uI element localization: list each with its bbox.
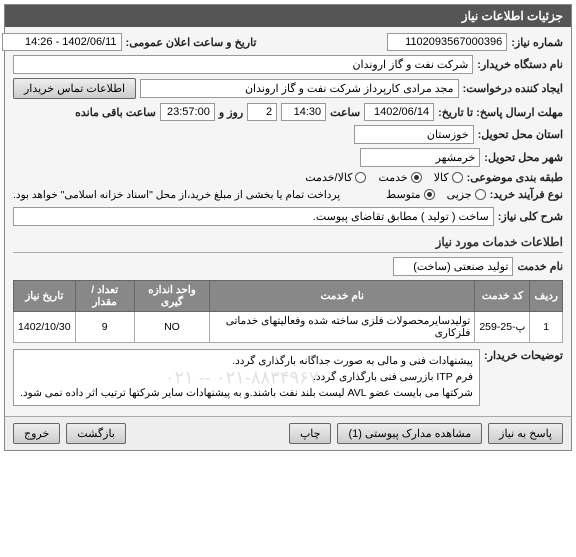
print-button[interactable]: چاپ xyxy=(289,423,332,444)
row-service-name: نام خدمت تولید صنعتی (ساخت) xyxy=(13,257,563,276)
requester-field: مجد مرادی کارپرداز شرکت نفت و گاز اروندا… xyxy=(140,79,459,98)
exit-button[interactable]: خروج xyxy=(13,423,60,444)
service-name-label: نام خدمت xyxy=(517,260,563,273)
buyer-notes-box: پیشنهادات فنی و مالی به صورت جداگانه بار… xyxy=(13,349,480,406)
requester-label: ایجاد کننده درخواست: xyxy=(463,82,563,95)
table-header-row: ردیف کد خدمت نام خدمت واحد اندازه گیری ت… xyxy=(14,281,563,312)
radio-small-label: جزیی xyxy=(447,188,472,201)
table-row: 1 پ-25-259 تولیدسایرمحصولات فلزی ساخته ش… xyxy=(14,312,563,343)
time-label-1: ساعت xyxy=(330,106,360,119)
announce-dt-label: تاریخ و ساعت اعلان عمومی: xyxy=(126,36,257,49)
th-unit: واحد اندازه گیری xyxy=(134,281,209,312)
row-purchase-type: نوع فرآیند خرید: جزیی متوسط پرداخت تمام … xyxy=(13,188,563,201)
days-label: روز و xyxy=(219,106,243,119)
row-requester: ایجاد کننده درخواست: مجد مرادی کارپرداز … xyxy=(13,78,563,99)
radio-both[interactable]: کالا/خدمت xyxy=(305,171,366,184)
radio-small[interactable]: جزیی xyxy=(447,188,486,201)
buyer-field: شرکت نفت و گاز اروندان xyxy=(13,55,473,74)
back-button[interactable]: بازگشت xyxy=(66,423,126,444)
panel-body: شماره نیاز: 1102093567000396 تاریخ و ساع… xyxy=(5,27,571,416)
need-no-label: شماره نیاز: xyxy=(511,36,563,49)
services-section-title: اطلاعات خدمات مورد نیاز xyxy=(13,232,563,253)
radio-service-label: خدمت xyxy=(378,171,407,184)
announce-dt-field: 1402/06/11 - 14:26 xyxy=(2,33,122,51)
td-qty: 9 xyxy=(75,312,134,343)
row-buyer: نام دستگاه خریدار: شرکت نفت و گاز اروندا… xyxy=(13,55,563,74)
row-buyer-notes: توضیحات خریدار: پیشنهادات فنی و مالی به … xyxy=(13,349,563,406)
td-name: تولیدسایرمحصولات فلزی ساخته شده وفعالیته… xyxy=(210,312,475,343)
th-date: تاریخ نیاز xyxy=(14,281,76,312)
radio-icon xyxy=(355,172,366,183)
service-name-field: تولید صنعتی (ساخت) xyxy=(393,257,513,276)
td-unit: NO xyxy=(134,312,209,343)
td-date: 1402/10/30 xyxy=(14,312,76,343)
need-details-panel: جزئیات اطلاعات نیاز شماره نیاز: 11020935… xyxy=(4,4,572,451)
radio-service[interactable]: خدمت xyxy=(378,171,421,184)
desc-label: شرح کلی نیاز: xyxy=(498,210,563,223)
reply-button[interactable]: پاسخ به نیاز xyxy=(488,423,563,444)
deadline-label: مهلت ارسال پاسخ: تا تاریخ: xyxy=(438,106,563,119)
buyer-label: نام دستگاه خریدار: xyxy=(477,58,563,71)
days-field: 2 xyxy=(247,103,277,121)
td-code: پ-25-259 xyxy=(475,312,530,343)
radio-medium[interactable]: متوسط xyxy=(386,188,435,201)
subject-cat-group: کالا خدمت کالا/خدمت xyxy=(305,171,462,184)
td-idx: 1 xyxy=(530,312,563,343)
attachments-button[interactable]: مشاهده مدارک پیوستی (1) xyxy=(337,423,482,444)
province-label: استان محل تحویل: xyxy=(478,128,563,141)
subject-cat-label: طبقه بندی موضوعی: xyxy=(467,171,563,184)
deadline-time-field: 14:30 xyxy=(281,103,326,121)
radio-icon xyxy=(475,189,486,200)
city-field: خرمشهر xyxy=(360,148,480,167)
purchase-type-label: نوع فرآیند خرید: xyxy=(490,188,563,201)
services-table: ردیف کد خدمت نام خدمت واحد اندازه گیری ت… xyxy=(13,280,563,343)
contact-info-button[interactable]: اطلاعات تماس خریدار xyxy=(13,78,136,99)
purchase-type-group: جزیی متوسط xyxy=(386,188,486,201)
th-name: نام خدمت xyxy=(210,281,475,312)
row-deadline: مهلت ارسال پاسخ: تا تاریخ: 1402/06/14 سا… xyxy=(13,103,563,121)
buyer-notes-label: توضیحات خریدار: xyxy=(484,349,563,362)
radio-icon-checked xyxy=(424,189,435,200)
radio-goods[interactable]: کالا xyxy=(434,171,463,184)
city-label: شهر محل تحویل: xyxy=(484,151,563,164)
th-qty: تعداد / مقدار xyxy=(75,281,134,312)
radio-icon xyxy=(452,172,463,183)
desc-field: ساخت ( تولید ) مطابق تقاضای پیوست. xyxy=(13,207,494,226)
panel-title: جزئیات اطلاعات نیاز xyxy=(5,5,571,27)
th-row: ردیف xyxy=(530,281,563,312)
remain-time-field: 23:57:00 xyxy=(160,103,215,121)
row-desc: شرح کلی نیاز: ساخت ( تولید ) مطابق تقاضا… xyxy=(13,207,563,226)
radio-icon-checked xyxy=(411,172,422,183)
remain-label: ساعت باقی مانده xyxy=(75,106,156,119)
row-subject-cat: طبقه بندی موضوعی: کالا خدمت کالا/خدمت xyxy=(13,171,563,184)
footer-buttons: پاسخ به نیاز مشاهده مدارک پیوستی (1) چاپ… xyxy=(5,416,571,450)
row-province: استان محل تحویل: خوزستان xyxy=(13,125,563,144)
province-field: خوزستان xyxy=(354,125,474,144)
buyer-notes-text: پیشنهادات فنی و مالی به صورت جداگانه بار… xyxy=(20,354,473,401)
need-no-field: 1102093567000396 xyxy=(387,33,507,51)
radio-medium-label: متوسط xyxy=(386,188,421,201)
pay-note: پرداخت تمام یا بخشی از مبلغ خرید،از محل … xyxy=(13,189,340,201)
th-code: کد خدمت xyxy=(475,281,530,312)
radio-goods-label: کالا xyxy=(434,171,449,184)
radio-both-label: کالا/خدمت xyxy=(305,171,352,184)
row-city: شهر محل تحویل: خرمشهر xyxy=(13,148,563,167)
row-need-announce: شماره نیاز: 1102093567000396 تاریخ و ساع… xyxy=(13,33,563,51)
deadline-date-field: 1402/06/14 xyxy=(364,103,434,121)
